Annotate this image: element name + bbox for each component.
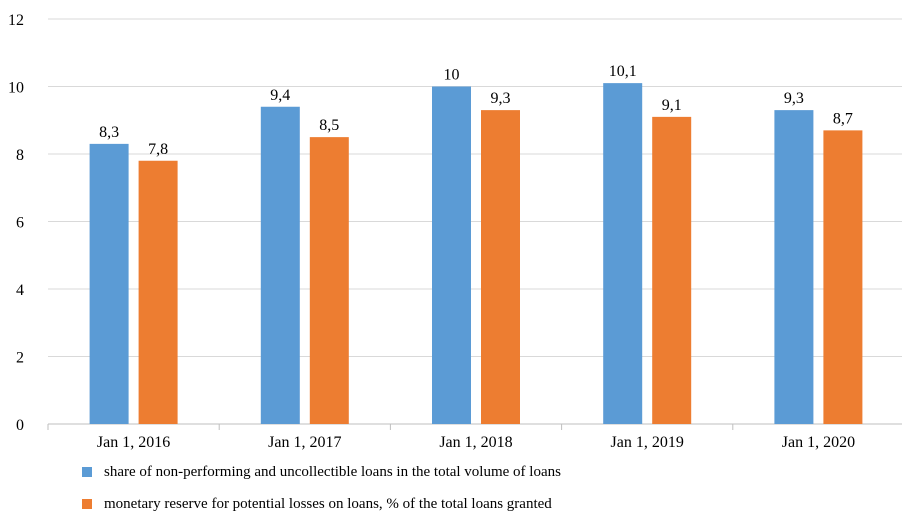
data-label: 8,5 [319, 117, 339, 134]
data-label: 10,1 [609, 63, 637, 80]
bar [309, 137, 349, 424]
bar [89, 143, 129, 424]
y-tick-label: 0 [16, 417, 24, 434]
data-label: 9,3 [784, 90, 804, 107]
x-tick-label: Jan 1, 2019 [611, 434, 684, 451]
x-tick-label: Jan 1, 2018 [439, 434, 512, 451]
bar [481, 110, 520, 424]
data-label: 10 [444, 67, 460, 84]
x-tick-label: Jan 1, 2016 [97, 434, 170, 451]
y-tick-label: 4 [16, 282, 24, 299]
legend-item-series-2: monetary reserve for potential losses on… [82, 494, 561, 514]
data-label: 9,4 [270, 87, 290, 104]
y-tick-label: 8 [16, 147, 24, 164]
x-tick-label: Jan 1, 2017 [268, 434, 341, 451]
y-tick-label: 6 [16, 215, 24, 232]
bar [260, 106, 300, 424]
legend-swatch-series-1 [82, 467, 92, 477]
data-label: 7,8 [148, 141, 168, 158]
data-label: 9,3 [491, 90, 511, 107]
y-tick-label: 12 [8, 12, 24, 29]
data-label: 9,1 [662, 97, 682, 114]
data-label: 8,7 [833, 110, 853, 127]
bar [823, 130, 863, 424]
legend-swatch-series-2 [82, 499, 92, 509]
legend-item-series-1: share of non-performing and uncollectibl… [82, 462, 561, 482]
legend-label-series-2: monetary reserve for potential losses on… [104, 495, 552, 512]
y-tick-label: 10 [8, 80, 24, 97]
bar [652, 116, 692, 424]
bar [432, 86, 471, 424]
bar [774, 110, 814, 424]
legend-label-series-1: share of non-performing and uncollectibl… [104, 463, 561, 480]
bar [138, 160, 178, 424]
y-tick-label: 2 [16, 350, 24, 367]
data-label: 8,3 [99, 124, 119, 141]
legend: share of non-performing and uncollectibl… [82, 462, 561, 526]
x-tick-label: Jan 1, 2020 [782, 434, 855, 451]
bar [603, 83, 643, 424]
